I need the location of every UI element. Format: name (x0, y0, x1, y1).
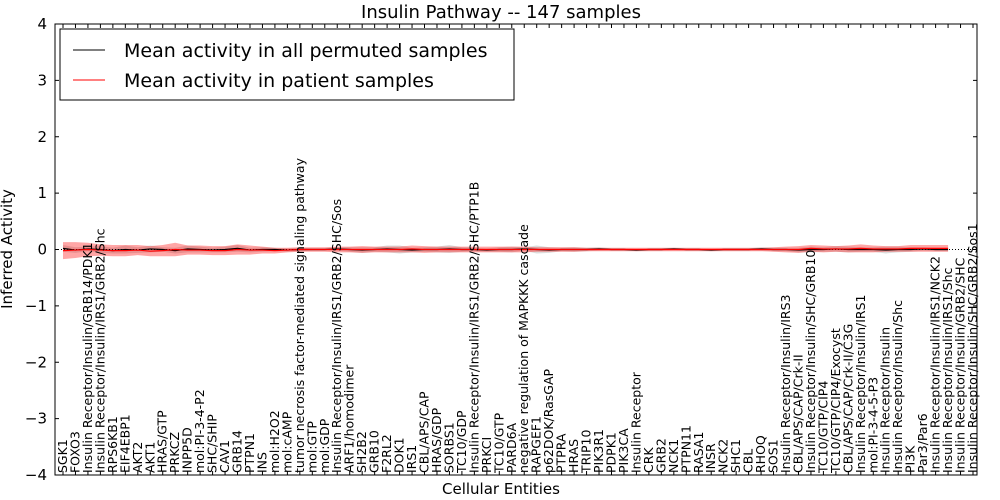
x-tick-label: RHOQ (753, 435, 768, 473)
x-tick-label: TC10/GTP (491, 412, 506, 474)
x-tick-label: Insulin Receptor/Insulin/SHC/GRB2/Sos1 (965, 223, 980, 473)
x-tick-label: SHC/SHIP (205, 414, 220, 473)
y-tick-label: 1 (37, 184, 47, 202)
x-tick-label: NCK1 (666, 439, 681, 473)
x-tick-label: FOXO3 (67, 431, 82, 473)
x-tick-label: F2RL2 (379, 434, 394, 473)
x-tick-label: Insulin Receptor/Insulin/IRS1/GRB2/SHC/S… (329, 199, 344, 473)
x-tick-label: EIF4EBP1 (117, 414, 132, 473)
x-tick-label: HRAS/GDP (429, 407, 444, 473)
patient-series-line (62, 247, 949, 252)
x-tick-label: PARD6A (504, 422, 519, 473)
x-tick-label: GRB2 (653, 438, 668, 473)
legend-box (59, 28, 515, 101)
x-tick-label: PTPN1 (242, 433, 257, 473)
x-tick-label: mol:PI-3-4-5-P3 (865, 377, 880, 473)
y-tick-label: 4 (37, 15, 47, 33)
x-tick-label: INSR (703, 443, 718, 473)
x-tick-label: PTPRA (554, 433, 569, 473)
x-tick-label: HRAS (566, 439, 581, 473)
x-tick-label: Par3/Par6 (915, 413, 930, 473)
x-tick-label: DOK1 (392, 437, 407, 473)
x-tick-label: p62DOK/RasGAP (541, 368, 556, 473)
x-tick-label: RPS6KB1 (105, 416, 120, 473)
patient-line-group (62, 247, 949, 252)
x-tick-label: INS (254, 452, 269, 473)
x-tick-label: SH2B2 (354, 431, 369, 473)
x-tick-label: Insulin Receptor/Insulin/IRS1/GRB2/SHC/P… (466, 182, 481, 473)
chart-title: Insulin Pathway -- 147 samples (361, 2, 641, 23)
x-tick-label: GRB10 (367, 430, 382, 473)
x-tick-label: HRAS/GTP (155, 410, 170, 473)
x-tick-label: GRB14 (230, 430, 245, 473)
x-tick-label: RAPGEF1 (529, 416, 544, 473)
x-tick-label: mol:cAMP (279, 411, 294, 473)
x-tick-label: TC10/GTP/CIP4 (815, 381, 830, 474)
x-tick-label: PIK3R1 (591, 429, 606, 473)
x-tick-label: RASA1 (691, 432, 706, 473)
x-tick-label: Insulin Receptor/Insulin/GRB14/PDK1 (80, 242, 95, 473)
x-tick-label: mol:GTP (304, 421, 319, 473)
confidence-band (63, 242, 949, 260)
x-axis-label: Cellular Entities (442, 480, 560, 498)
legend-permuted-label: Mean activity in all permuted samples (124, 40, 487, 62)
y-tick-label: 2 (37, 128, 47, 146)
x-tick-label: TRIP10 (579, 430, 594, 474)
x-tick-label: SGK1 (55, 439, 70, 473)
x-tick-label: CAV1 (217, 440, 232, 473)
x-tick-label: TC10/GDP (454, 410, 469, 474)
x-tick-label: mol:H2O2 (267, 410, 282, 473)
x-tick-label: Insulin Receptor/Insulin/GRB2/SHC (953, 257, 968, 473)
x-tick-label: Insulin Receptor/Insulin/IRS1/GRB2/Shc (92, 228, 107, 473)
x-tick-label: PRKCI (479, 437, 494, 473)
x-tick-label: mol:PI-3-4-P2 (192, 389, 207, 473)
x-tick-label: Insulin Receptor/Insulin/IRS1/NCK2 (928, 256, 943, 473)
x-tick-label: SOS1 (766, 439, 781, 473)
x-tick-label: Insulin Receptor/Insulin/SHC/GRB10 (803, 250, 818, 473)
y-tick-label: −3 (25, 410, 47, 428)
legend-patient-label: Mean activity in patient samples (124, 70, 434, 92)
x-tick-label: SHC1 (728, 439, 743, 473)
x-tick-label: CBL (741, 449, 756, 473)
plot-frame (54, 23, 978, 476)
x-tick-label: Insulin Receptor/Insulin/IRS1 (853, 295, 868, 473)
x-tick-label: AKT1 (142, 442, 157, 473)
x-tick-label: PDPK1 (603, 432, 618, 473)
x-tick-label: tumor necrosis factor-mediated signaling… (292, 157, 307, 473)
x-tick-label: mol:GDP (317, 418, 332, 473)
x-tick-label: Insulin Receptor (628, 371, 643, 473)
x-tick-label: Insulin Receptor/Insulin (878, 327, 893, 473)
patient-band (63, 242, 949, 260)
y-tick-label: −1 (25, 297, 47, 315)
x-tick-label: negative regulation of MAPKKK cascade (516, 224, 531, 473)
y-tick-label: −2 (25, 353, 47, 371)
x-tick-label: CBL/APS/CAP (417, 391, 432, 473)
y-axis-label: Inferred Activity (0, 189, 16, 309)
x-tick-label: Insulin Receptor/Insulin/IRS3 (778, 295, 793, 473)
x-tick-label: ARF1/homodimer (342, 364, 357, 473)
x-tick-label: TC10/GTP/CIP4/Exocyst (828, 328, 843, 474)
x-tick-label: PI3K (903, 445, 918, 473)
x-tick-label: Insulin Receptor/Insulin/Shc (890, 300, 905, 473)
x-tick-label: INPP5D (180, 427, 195, 473)
x-tick-label: CBL/APS/CAP/Crk-II/C3G (840, 324, 855, 473)
x-tick-label: Insulin Receptor/Insulin/IRS1/Shc (940, 267, 955, 473)
legend: Mean activity in all permuted samples Me… (59, 28, 515, 101)
x-tick-label: AKT2 (130, 442, 145, 473)
x-tick-label: PTPN11 (678, 425, 693, 473)
x-tick-label: SORBS1 (441, 422, 456, 473)
y-tick-label: 3 (37, 71, 47, 89)
y-tick-label: −4 (25, 466, 47, 484)
x-tick-label: PIK3CA (616, 428, 631, 473)
y-axis-ticks: −4 −3 −2 −1 0 1 2 3 4 (25, 15, 977, 484)
x-tick-label: CRK (641, 447, 656, 473)
x-tick-label: PRKCZ (167, 432, 182, 473)
x-tick-label: IRS1 (404, 445, 419, 473)
y-tick-label: 0 (37, 241, 47, 259)
x-tick-label: CBL/APS/CAP/Crk-II (790, 354, 805, 473)
x-tick-label: NCK2 (716, 439, 731, 473)
